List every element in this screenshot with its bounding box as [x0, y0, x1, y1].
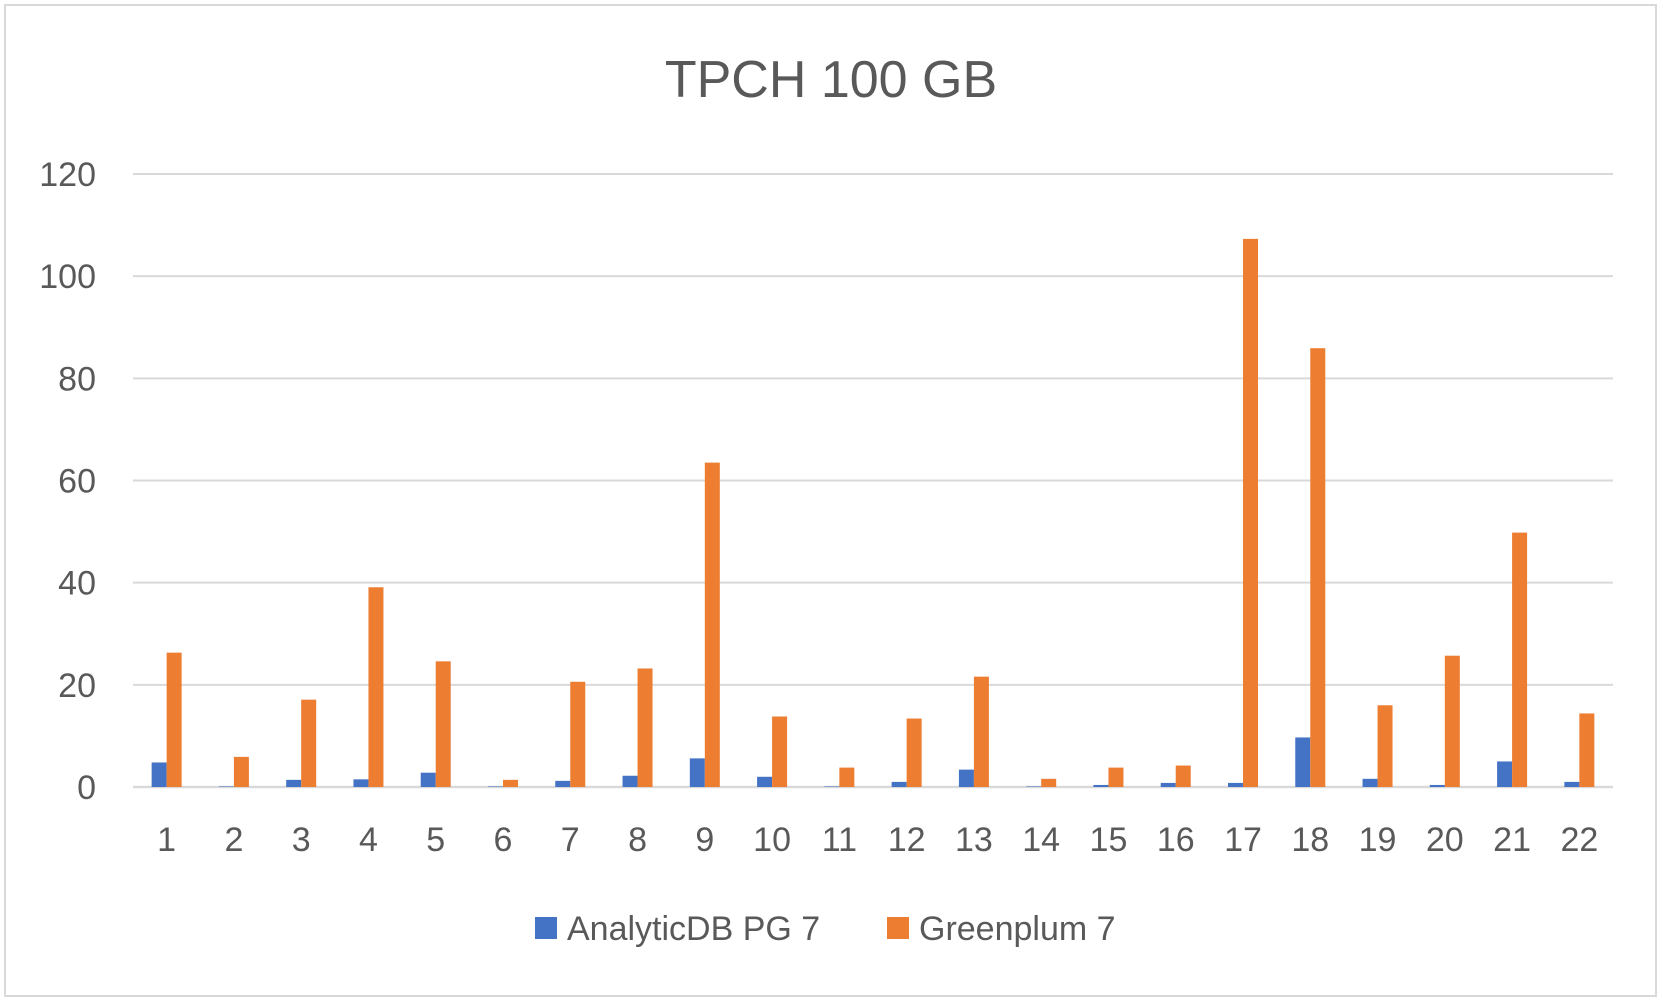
x-tick-label: 8: [628, 821, 647, 859]
x-tick-label: 18: [1291, 821, 1329, 859]
bar-analyticdb-10: [757, 776, 773, 787]
chart-frame: [4, 4, 1657, 997]
x-tick-label: 11: [822, 821, 857, 859]
bar-greenplum-1: [166, 652, 182, 787]
x-tick-label: 19: [1359, 821, 1397, 859]
bar-greenplum-18: [1310, 348, 1326, 787]
x-tick-label: 2: [224, 821, 243, 859]
bar-analyticdb-11: [824, 786, 840, 787]
bar-analyticdb-22: [1564, 781, 1580, 787]
x-tick-label: 9: [695, 821, 714, 859]
bar-analyticdb-21: [1497, 761, 1513, 787]
bar-greenplum-8: [637, 668, 653, 787]
bar-greenplum-10: [772, 716, 788, 787]
x-tick-label: 12: [888, 821, 926, 859]
x-axis-tick-labels: 1 2 3 4 5 6 7 8 9 10 11 12 13 14 15 16 17 18 19 20 21 22: [157, 821, 1598, 859]
y-tick-label: 80: [58, 360, 96, 398]
bar-analyticdb-9: [689, 758, 705, 787]
bar-analyticdb-8: [622, 775, 638, 787]
x-tick-label: 16: [1157, 821, 1195, 859]
bar-analyticdb-19: [1362, 778, 1378, 787]
y-tick-label: 20: [58, 667, 96, 705]
x-tick-label: 1: [157, 821, 176, 859]
bar-greenplum-2: [233, 756, 249, 787]
bar-analyticdb-6: [488, 786, 503, 787]
bar-analyticdb-5: [420, 772, 436, 787]
legend: AnalyticDB PG 7 Greenplum 7: [535, 910, 1116, 948]
bar-analyticdb-2: [218, 786, 234, 787]
x-tick-label: 22: [1560, 821, 1598, 859]
bar-greenplum-7: [570, 681, 586, 787]
bar-greenplum-3: [301, 699, 317, 787]
bar-greenplum-9: [704, 462, 720, 787]
bar-greenplum-5: [435, 661, 451, 787]
x-tick-label: 21: [1493, 821, 1531, 859]
bar-greenplum-4: [368, 587, 384, 787]
x-tick-label: 20: [1426, 821, 1464, 859]
bar-greenplum-13: [973, 676, 989, 787]
x-tick-label: 6: [494, 821, 513, 859]
x-tick-label: 15: [1090, 821, 1128, 859]
chart-title: TPCH 100 GB: [665, 51, 997, 109]
bar-analyticdb-1: [151, 762, 167, 787]
bar-analyticdb-18: [1295, 737, 1311, 787]
bar-greenplum-15: [1108, 767, 1124, 787]
x-tick-label: 10: [753, 821, 791, 859]
bar-analyticdb-3: [286, 779, 302, 787]
legend-swatch: [887, 917, 909, 939]
bar-analyticdb-15: [1093, 784, 1109, 787]
bar-greenplum-11: [839, 767, 855, 787]
x-tick-label: 4: [359, 821, 378, 859]
gridlines: [133, 173, 1613, 789]
bar-greenplum-16: [1175, 765, 1191, 787]
x-tick-label: 5: [426, 821, 445, 859]
bar-greenplum-17: [1243, 238, 1258, 787]
bar-greenplum-12: [906, 718, 922, 787]
bar-greenplum-6: [503, 779, 518, 787]
bar-greenplum-14: [1041, 778, 1057, 787]
y-tick-label: 0: [77, 769, 96, 807]
legend-swatch: [535, 917, 557, 939]
bar-analyticdb-14: [1026, 786, 1042, 787]
x-tick-label: 3: [292, 821, 311, 859]
bar-analyticdb-20: [1429, 784, 1445, 787]
y-axis-tick-labels: 0 20 40 60 80 100 120: [39, 156, 96, 807]
y-tick-label: 60: [58, 463, 96, 501]
bars: [151, 238, 1595, 787]
bar-analyticdb-4: [353, 779, 369, 787]
y-tick-label: 100: [39, 258, 96, 296]
bar-greenplum-20: [1444, 655, 1460, 787]
bar-greenplum-21: [1512, 532, 1528, 787]
y-tick-label: 120: [39, 156, 96, 194]
legend-label: Greenplum 7: [919, 910, 1116, 948]
bar-analyticdb-13: [958, 769, 974, 787]
legend-label: AnalyticDB PG 7: [567, 910, 820, 948]
x-tick-label: 7: [561, 821, 580, 859]
bar-analyticdb-12: [891, 781, 907, 787]
bar-analyticdb-16: [1160, 782, 1176, 787]
bar-greenplum-19: [1377, 705, 1393, 787]
bar-analyticdb-7: [555, 780, 571, 787]
x-tick-label: 14: [1022, 821, 1060, 859]
bar-analyticdb-17: [1228, 782, 1243, 787]
x-tick-label: 13: [955, 821, 993, 859]
bar-greenplum-22: [1579, 713, 1595, 787]
x-tick-label: 17: [1224, 821, 1262, 859]
y-tick-label: 40: [58, 565, 96, 603]
